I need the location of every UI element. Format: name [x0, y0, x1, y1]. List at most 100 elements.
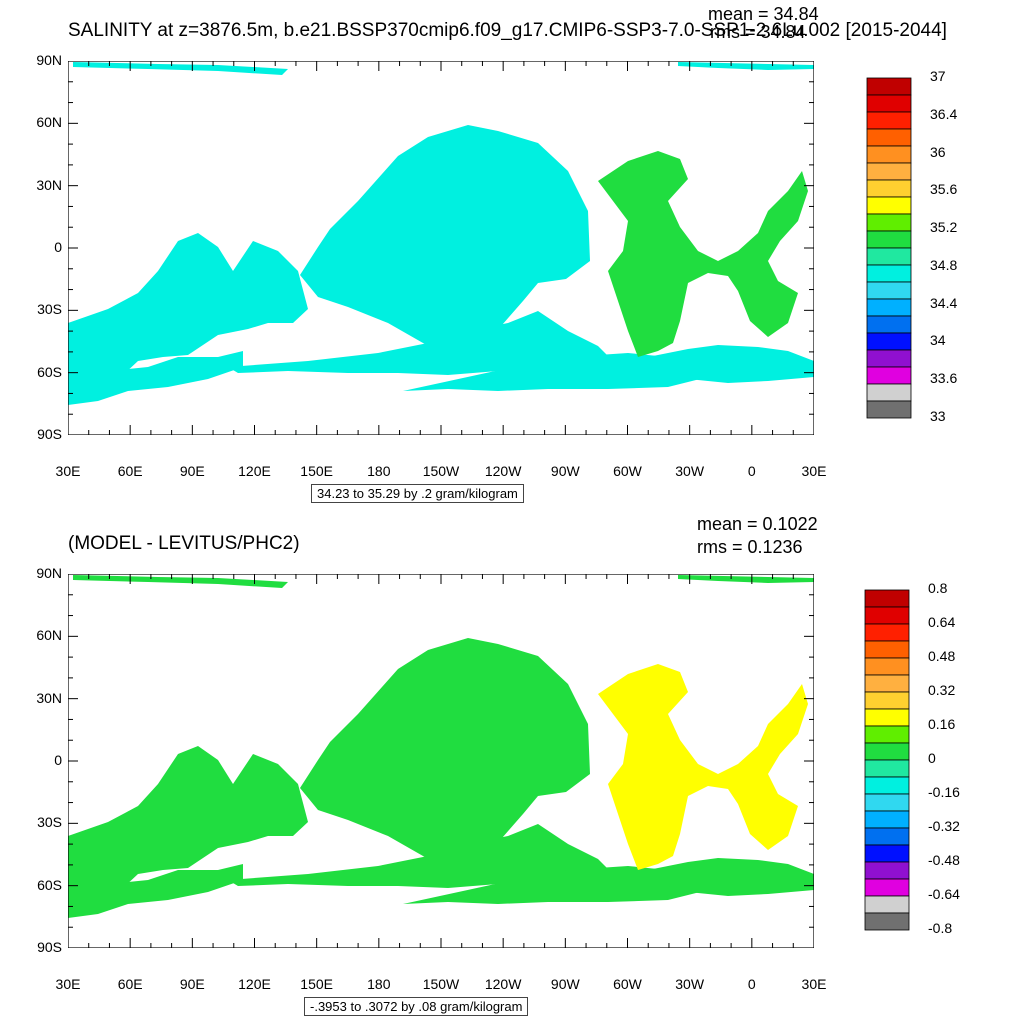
top-lat-label: 30S [37, 301, 62, 318]
top-map-canvas [68, 61, 814, 435]
top-colorbar-box [866, 196, 912, 215]
top-colorbar-box [866, 179, 912, 198]
top-lon-label: 120W [484, 463, 522, 479]
top-colorbar-label: 34.8 [930, 256, 958, 273]
top-colorbar-label: 33 [930, 408, 946, 424]
bottom-colorbar-box [864, 861, 910, 880]
bottom-anomaly-map [68, 574, 814, 948]
bottom-colorbar-box [864, 742, 910, 761]
bottom-colorbar-label: 0.32 [928, 682, 956, 698]
south-pacific-basin [228, 311, 613, 375]
top-colorbar-label: 35.2 [930, 219, 958, 236]
bottom-lon-label: 30W [675, 976, 705, 992]
bottom-lat-label: 60N [36, 627, 62, 644]
bottom-colorbar-box [864, 912, 910, 931]
top-salinity-map [68, 61, 814, 435]
arctic-strip-west [73, 575, 288, 588]
top-colorbar-label: 36.4 [930, 105, 958, 122]
bottom-colorbar-label: -0.48 [928, 852, 960, 868]
south-indian-basin [68, 864, 243, 918]
top-colorbar-box [866, 213, 912, 232]
top-lon-label: 60W [613, 463, 642, 479]
top-colorbar-box [866, 162, 912, 181]
bottom-colorbar-label: 0.48 [928, 648, 956, 664]
south-atlantic-basin [648, 345, 814, 383]
bottom-range-box: -.3953 to .3072 by .08 gram/kilogram [304, 997, 529, 1016]
bottom-colorbar-label: 0.8 [928, 580, 948, 596]
top-colorbar-box [866, 264, 912, 283]
top-range-box: 34.23 to 35.29 by .2 gram/kilogram [311, 484, 524, 503]
top-lat-label: 60N [36, 114, 62, 131]
bottom-colorbar-box [864, 657, 910, 676]
bottom-rms-stat: rms = 0.1236 [697, 537, 803, 557]
top-mean-stat: mean = 34.84 [708, 4, 819, 24]
atlantic-basin [598, 664, 808, 870]
arctic-strip-east [678, 62, 814, 70]
bottom-colorbar-box [864, 606, 910, 625]
top-lat-label: 0 [54, 239, 62, 255]
bottom-colorbar-box [864, 623, 910, 642]
top-colorbar-box [866, 315, 912, 334]
indian-basin [68, 233, 308, 379]
top-lon-label: 60E [117, 463, 143, 479]
bottom-mean-stat: mean = 0.1022 [697, 514, 818, 534]
bottom-colorbar-box [864, 725, 910, 744]
bottom-colorbar-label: 0 [928, 750, 936, 766]
top-rms-stat: rms = 34.84 [710, 22, 806, 42]
top-colorbar-box [866, 247, 912, 266]
bottom-map-canvas [68, 574, 814, 948]
top-colorbar-label: 33.6 [930, 370, 958, 387]
top-colorbar-label: 34 [930, 332, 946, 349]
bottom-colorbar-box [864, 844, 910, 863]
bottom-colorbar-box [864, 640, 910, 659]
bottom-lon-label: 150E [300, 976, 333, 992]
top-lat-label: 60S [37, 363, 62, 380]
top-colorbar-box [866, 400, 912, 419]
bottom-lon-label: 60E [117, 976, 143, 992]
bottom-lon-label: 90W [550, 976, 580, 992]
top-lon-label: 90E [179, 463, 205, 479]
top-lon-label: 90W [550, 463, 580, 479]
top-colorbar-box [866, 298, 912, 317]
bottom-lon-label: 60W [613, 976, 642, 992]
bottom-colorbar-box [864, 827, 910, 846]
top-lon-label: 30W [675, 463, 705, 479]
bottom-colorbar-box [864, 708, 910, 727]
bottom-colorbar-label: -0.32 [928, 818, 960, 834]
southern-ocean-basin [403, 866, 708, 904]
top-lat-label: 90N [36, 52, 62, 68]
bottom-colorbar-box [864, 793, 910, 812]
top-lon-label: 150W [422, 463, 460, 479]
south-indian-basin [68, 351, 243, 405]
bottom-lon-label: 0 [747, 976, 756, 992]
top-lon-label: 0 [747, 463, 756, 479]
pacific-basin [300, 638, 590, 874]
bottom-colorbar-label: 0.16 [928, 716, 956, 732]
top-colorbar-label: 37 [930, 68, 946, 84]
bottom-lat-label: 30S [37, 814, 62, 831]
bottom-colorbar [864, 589, 910, 931]
bottom-colorbar-box [864, 674, 910, 693]
top-lon-label: 30E [55, 463, 81, 479]
top-colorbar-box [866, 128, 912, 147]
bottom-colorbar-label: 0.64 [928, 614, 956, 630]
top-colorbar-label: 35.6 [930, 181, 958, 198]
bottom-lon-label: 180 [367, 976, 391, 992]
bottom-lat-label: 0 [54, 752, 62, 768]
top-colorbar-box [866, 366, 912, 385]
bottom-colorbar-label: -0.8 [928, 920, 953, 936]
top-lat-label: 90S [37, 426, 62, 442]
pacific-basin [300, 125, 590, 361]
bottom-colorbar-box [864, 589, 910, 608]
top-colorbar-label: 36 [930, 143, 946, 160]
top-map-title: SALINITY at z=3876.5m, b.e21.BSSP370cmip… [68, 20, 947, 41]
indian-basin [68, 746, 308, 892]
bottom-lon-label: 90E [179, 976, 205, 992]
top-colorbar-box [866, 383, 912, 402]
bottom-colorbar-box [864, 776, 910, 795]
bottom-lon-label: 30E [55, 976, 81, 992]
top-lon-label: 150E [300, 463, 333, 479]
atlantic-basin [598, 151, 808, 357]
bottom-colorbar-box [864, 759, 910, 778]
top-colorbar-box [866, 332, 912, 351]
